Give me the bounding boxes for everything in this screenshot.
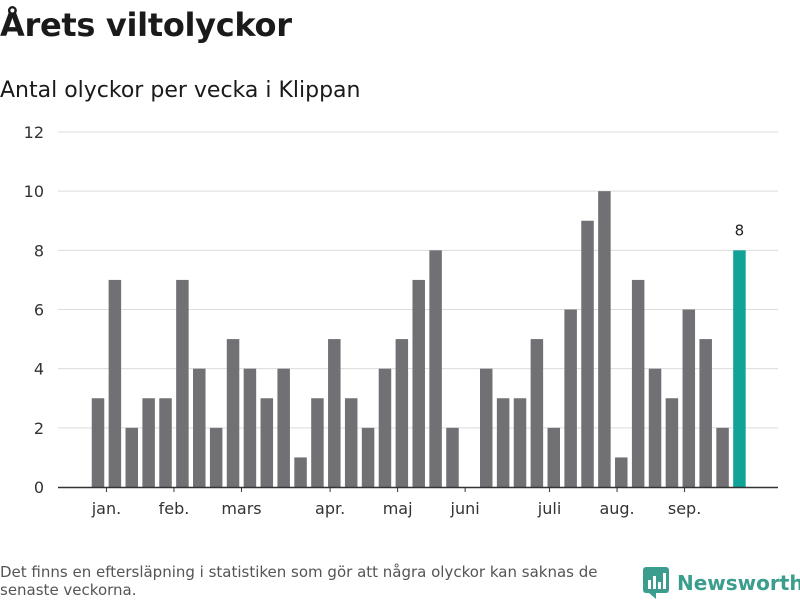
bar [277, 368, 290, 487]
bar [530, 339, 544, 487]
x-tick-label: aug. [599, 499, 634, 518]
bar [344, 398, 358, 487]
y-tick-label: 4 [34, 360, 44, 379]
bar [496, 398, 510, 487]
bar [226, 339, 240, 487]
bar [243, 368, 257, 487]
bar [682, 309, 696, 487]
x-tick-label: juni [450, 499, 480, 518]
x-tick-label: jan. [91, 499, 121, 518]
bar [446, 427, 459, 487]
y-tick-label: 6 [34, 301, 44, 320]
bar [395, 339, 409, 487]
bar [176, 279, 189, 487]
bar [665, 398, 679, 487]
bar [598, 191, 611, 487]
brand-name: Newsworthy [677, 571, 800, 595]
highlight-value-label: 8 [735, 221, 745, 239]
newsworthy-logo[interactable]: Newsworthy [643, 567, 800, 599]
x-tick-label: mars [221, 499, 261, 518]
bar [429, 250, 442, 487]
y-tick-label: 8 [34, 241, 44, 260]
bar [294, 457, 307, 487]
y-tick-label: 12 [24, 123, 44, 142]
bar [615, 457, 628, 487]
bar [581, 220, 594, 487]
x-tick-label: sep. [668, 499, 701, 518]
bar-chart: 8 0 2 4 6 8 10 12 jan. feb. mars apr. maj juni juli a… [24, 123, 778, 518]
y-tick-labels: 0 2 4 6 8 10 12 [24, 123, 44, 497]
bar [159, 398, 172, 487]
bar [412, 279, 425, 487]
bar [260, 398, 274, 487]
x-tick-label: juli [537, 499, 561, 518]
bar [142, 398, 155, 487]
x-tick-label: feb. [159, 499, 190, 518]
bar [91, 398, 105, 487]
footer-note: Det finns en eftersläpning i statistiken… [0, 563, 598, 599]
bar [311, 398, 324, 487]
bar [699, 339, 712, 487]
x-tick-labels: jan. feb. mars apr. maj juni juli aug. sep. [91, 487, 701, 518]
bar [479, 368, 493, 487]
y-tick-label: 2 [34, 419, 44, 438]
y-tick-label: 10 [24, 182, 44, 201]
bar [209, 427, 223, 487]
bar [564, 309, 577, 487]
bar [328, 339, 341, 487]
bar [513, 398, 527, 487]
bars [91, 191, 746, 487]
y-tick-label: 0 [34, 478, 44, 497]
bar [547, 427, 561, 487]
bar [108, 279, 122, 487]
bar [648, 368, 662, 487]
chart-title: Årets viltolyckor [0, 6, 292, 44]
bar [361, 427, 375, 487]
bar-highlight [733, 250, 746, 487]
x-tick-label: maj [383, 499, 413, 518]
bar [631, 279, 645, 487]
bar [716, 427, 729, 487]
x-tick-label: apr. [315, 499, 345, 518]
chart-subtitle: Antal olyckor per vecka i Klippan [0, 78, 361, 103]
data-labels: 8 [735, 221, 745, 239]
bar [378, 368, 392, 487]
bar [125, 427, 139, 487]
bar [193, 368, 206, 487]
bar-chart-logo-icon [643, 567, 669, 599]
